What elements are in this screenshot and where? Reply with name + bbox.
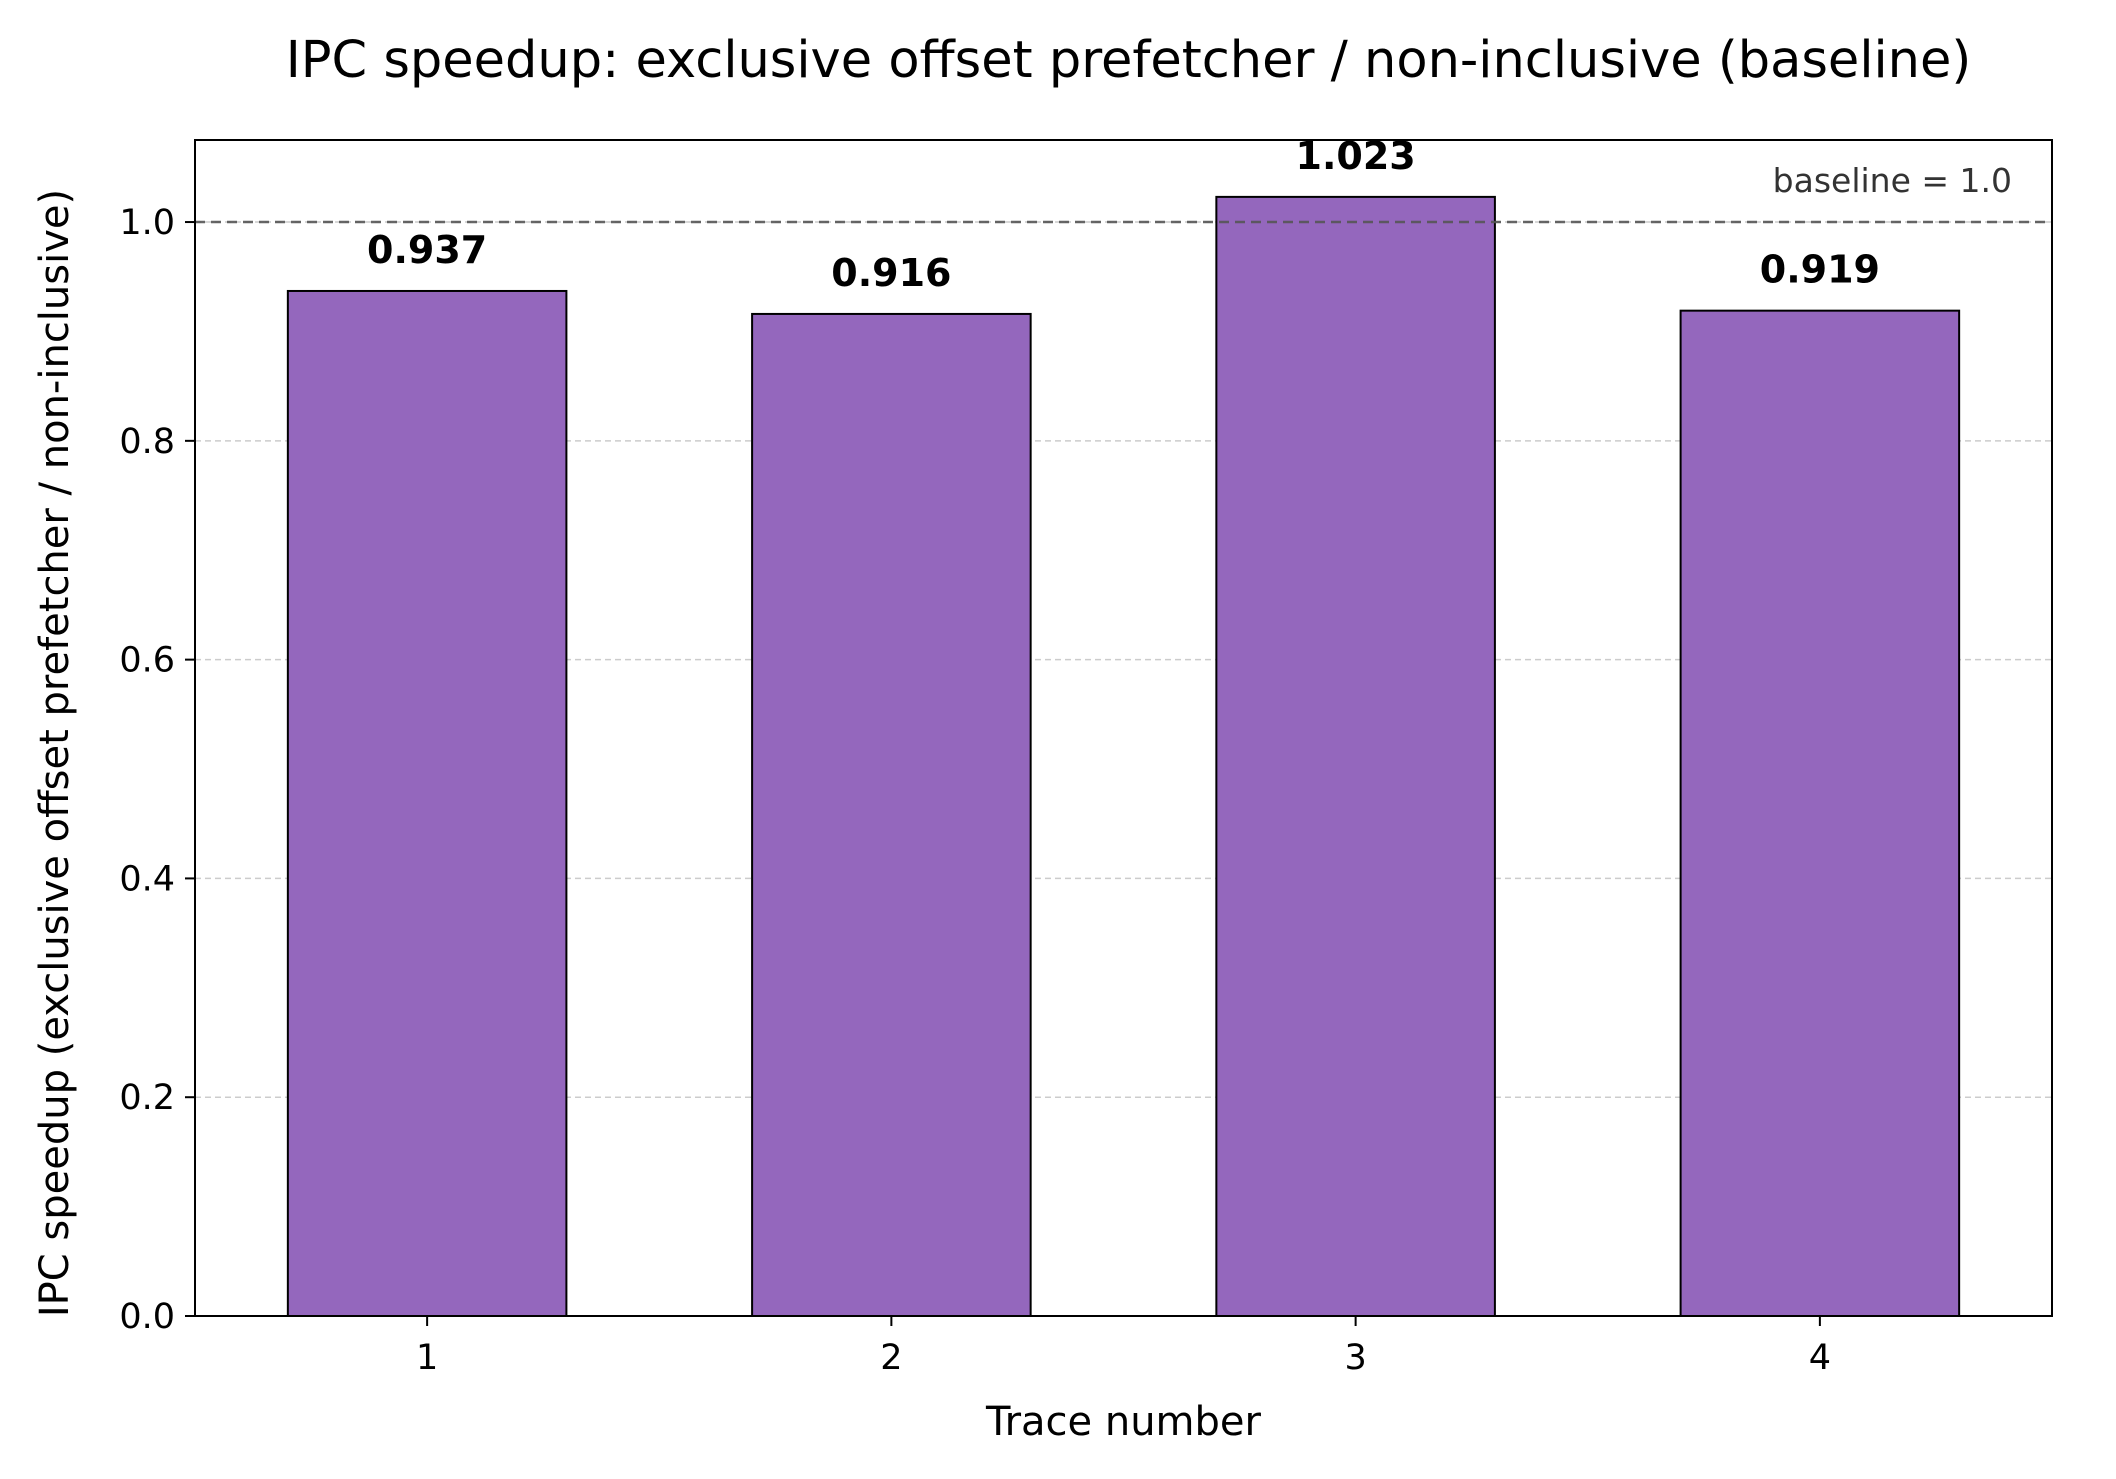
baseline-label: baseline = 1.0 — [1773, 161, 2012, 200]
y-tick-label: 0.2 — [119, 1078, 175, 1118]
bar-trace-1 — [286, 289, 568, 1317]
x-axis: 1 2 3 4 — [416, 1316, 1831, 1378]
x-tick-label: 1 — [416, 1338, 438, 1378]
chart-title: IPC speedup: exclusive offset prefetcher… — [286, 31, 1972, 90]
plot-frame — [194, 139, 2053, 1317]
bar-trace-3 — [1215, 195, 1496, 1317]
value-label: 1.023 — [1296, 134, 1416, 178]
bars — [286, 195, 1961, 1317]
bar-trace-4 — [1679, 309, 1961, 1317]
x-tick-label: 3 — [1344, 1338, 1366, 1378]
y-tick-label: 0.8 — [119, 422, 175, 462]
y-tick-label: 0.6 — [119, 641, 175, 681]
x-tick-label: 4 — [1809, 1338, 1831, 1378]
y-tick-label: 1.0 — [119, 203, 175, 243]
value-labels: 0.937 0.916 1.023 0.919 — [367, 134, 1880, 295]
x-tick-label: 2 — [880, 1338, 902, 1378]
y-axis: 0.0 0.2 0.4 0.6 0.8 1.0 — [119, 203, 195, 1337]
y-tick-label: 0.4 — [119, 859, 175, 899]
y-tick-label: 0.0 — [119, 1297, 175, 1337]
value-label: 0.919 — [1760, 248, 1880, 292]
bar-trace-2 — [751, 312, 1032, 1317]
value-label: 0.916 — [831, 251, 951, 295]
x-axis-label: Trace number — [985, 1399, 1261, 1445]
y-axis-label: IPC speedup (exclusive offset prefetcher… — [32, 189, 78, 1317]
value-label: 0.937 — [367, 228, 487, 272]
